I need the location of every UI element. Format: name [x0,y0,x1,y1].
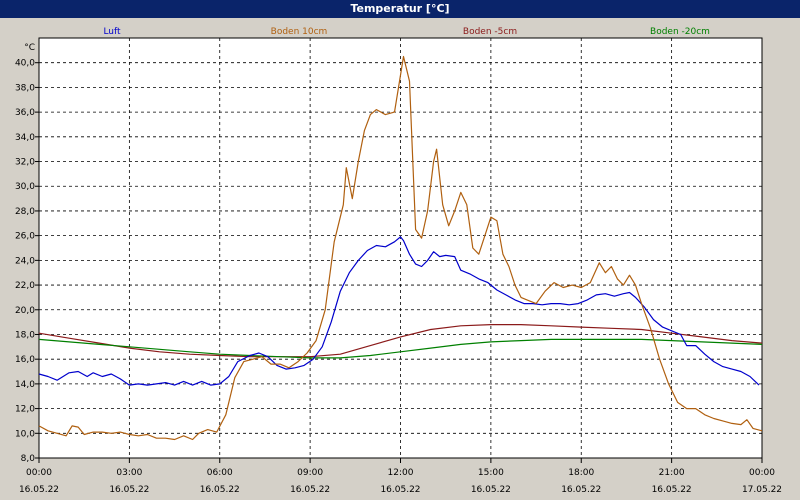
x-tick-date: 16.05.22 [19,485,59,495]
y-tick-label: 20,0 [15,306,35,316]
x-tick-date: 16.05.22 [561,485,601,495]
y-tick-label: 24,0 [15,256,35,266]
y-tick-label: 38,0 [15,83,35,93]
y-tick-label: 18,0 [15,330,35,340]
y-tick-label: 28,0 [15,207,35,217]
x-tick-date: 16.05.22 [471,485,511,495]
legend-item-boden-5cm: Boden -5cm [463,27,517,37]
y-tick-label: 30,0 [15,182,35,192]
x-tick-time: 06:00 [207,468,233,478]
series-line-luft [38,236,760,386]
y-tick-label: 26,0 [15,232,35,242]
x-tick-time: 15:00 [478,468,504,478]
x-tick-date: 16.05.22 [109,485,149,495]
legend-item-luft: Luft [103,27,121,37]
legend-item-boden-20cm: Boden -20cm [650,27,710,37]
window-title: Temperatur [°C] [0,0,800,18]
x-tick-time: 21:00 [659,468,685,478]
y-axis-unit: °C [24,43,35,53]
x-tick-date: 16.05.22 [380,485,420,495]
y-tick-label: 14,0 [15,380,35,390]
x-tick-date: 16.05.22 [652,485,692,495]
y-tick-label: 40,0 [15,59,35,69]
temperature-chart: 8,0 10,0 12,0 14,0 16,0 18,0 20,0 22,0 24,0 26,0 2… [15,27,782,495]
y-tick-label: 22,0 [15,281,35,291]
y-tick-label: 16,0 [15,355,35,365]
x-tick-time: 00:00 [749,468,775,478]
x-tick-time: 12:00 [388,468,414,478]
y-tick-label: 10,0 [15,429,35,439]
series-line-boden-5cm [38,324,763,358]
x-tick-time: 09:00 [297,468,323,478]
x-tick-time: 00:00 [26,468,52,478]
x-tick-date: 16.05.22 [200,485,240,495]
y-tick-label: 8,0 [21,454,36,464]
x-tick-date: 16.05.22 [290,485,330,495]
y-tick-label: 36,0 [15,108,35,118]
y-tick-label: 32,0 [15,158,35,168]
series-line-boden-10cm [38,55,763,441]
x-tick-time: 03:00 [116,468,142,478]
y-tick-label: 34,0 [15,133,35,143]
x-tick-time: 18:00 [568,468,594,478]
legend-item-boden-10cm: Boden 10cm [271,27,328,37]
series-line-boden-20cm [38,338,763,359]
y-tick-label: 12,0 [15,405,35,415]
x-tick-date: 17.05.22 [742,485,782,495]
